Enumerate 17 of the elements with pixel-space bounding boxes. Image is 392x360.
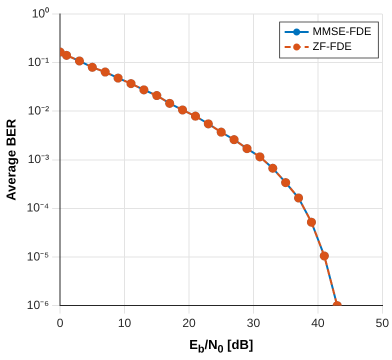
y-tick-label: 10⁻² (28, 104, 50, 118)
x-tick-label: 50 (376, 316, 390, 330)
y-tick-label: 10⁻⁵ (26, 249, 50, 264)
y-tick-label: 10⁻⁴ (26, 200, 50, 215)
y-tick-label: 10⁰ (32, 6, 50, 20)
x-tick-label: 0 (56, 316, 64, 330)
x-tick-label: 30 (246, 316, 260, 330)
x-tick-label: 40 (311, 316, 325, 330)
y-tick-label: 10⁻³ (28, 152, 50, 166)
x-axis-title: E$_{b}$/N$_{0}$ [dB] (188, 337, 254, 356)
legend-label: ZF-FDE (312, 41, 352, 54)
y-tick-label: 10⁻¹ (28, 54, 50, 69)
y-tick-label: 10⁻⁶ (26, 298, 50, 312)
x-tick-label: 10 (118, 316, 132, 330)
y-axis-title: Average BER (3, 118, 18, 201)
legend-label: MMSE-FDE (312, 26, 372, 38)
x-tick-label: 20 (182, 316, 196, 330)
